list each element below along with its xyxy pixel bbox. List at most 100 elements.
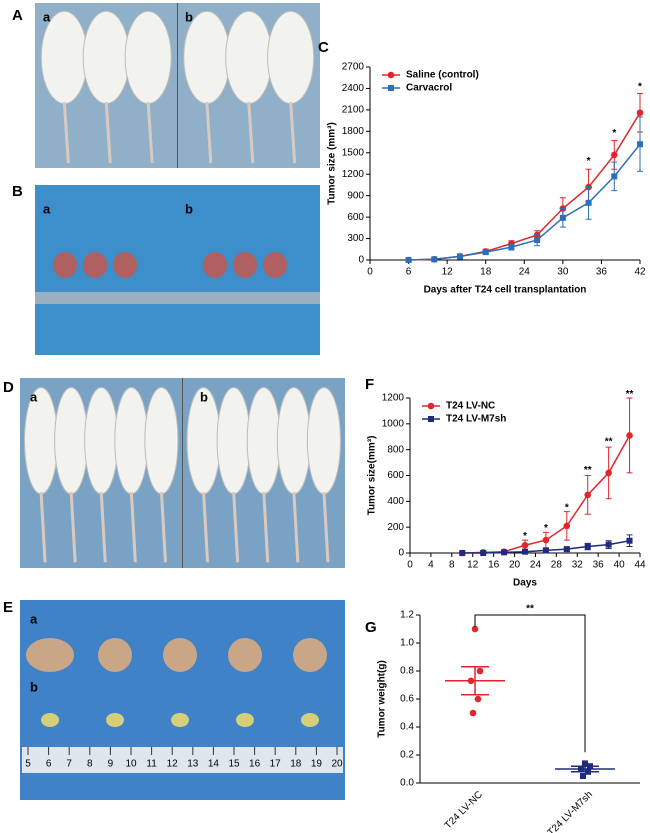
y-tick-label: 0.0 <box>400 778 414 789</box>
x-tick-label: 8 <box>449 560 455 571</box>
mouse <box>40 10 88 105</box>
mouse <box>114 387 149 495</box>
y-tick-label: 0 <box>358 255 364 266</box>
mouse <box>144 387 179 495</box>
x-tick-label: 12 <box>467 560 479 571</box>
x-tick-label: 18 <box>480 267 492 278</box>
point <box>542 547 549 554</box>
point <box>584 491 592 499</box>
series-line <box>408 143 641 261</box>
y-tick-label: 600 <box>387 470 404 481</box>
ruler-label: 14 <box>208 759 220 770</box>
ruler-label: 9 <box>108 759 114 770</box>
point <box>521 541 529 549</box>
tumor <box>26 638 74 672</box>
point <box>476 667 484 675</box>
x-axis-label: Days <box>513 578 537 589</box>
tumor <box>301 713 319 727</box>
significance: * <box>587 156 591 167</box>
point <box>508 244 515 251</box>
tumor <box>163 638 197 672</box>
legend-label: Carvacrol <box>406 83 452 94</box>
mouse <box>183 10 231 105</box>
sem-bar <box>461 666 489 696</box>
legend-label: Saline (control) <box>406 70 479 81</box>
point <box>605 541 612 548</box>
ruler-label: 11 <box>146 759 157 770</box>
ruler-label: 18 <box>290 759 302 770</box>
x-tick-label: 0 <box>367 267 373 278</box>
tumor <box>53 252 77 278</box>
x-tick-label: 32 <box>572 560 584 571</box>
mouse-tail <box>289 101 297 164</box>
point <box>469 709 477 717</box>
point <box>534 236 541 243</box>
x-tick-label: 28 <box>551 560 563 571</box>
x-tick-label: T24 LV-M7sh <box>546 789 595 833</box>
point <box>522 548 528 555</box>
panel-label: C <box>318 39 329 56</box>
tumor <box>236 713 254 727</box>
point <box>626 432 633 439</box>
panel-sublabel: a <box>43 201 51 216</box>
significance: ** <box>526 604 534 615</box>
y-tick-label: 900 <box>347 190 364 201</box>
x-tick-label: 12 <box>442 267 454 278</box>
ruler-label: 6 <box>46 759 52 770</box>
significance: * <box>612 128 616 139</box>
tumor <box>263 252 287 278</box>
panel-sublabel: b <box>200 389 208 404</box>
y-tick-label: 600 <box>347 212 364 223</box>
mouse <box>225 10 273 105</box>
tumor <box>83 252 107 278</box>
x-tick-label: 20 <box>509 560 521 571</box>
tumor <box>171 713 189 727</box>
ruler-label: 13 <box>187 759 199 770</box>
mouse-tail <box>99 491 107 563</box>
mouse <box>124 10 172 105</box>
y-tick-label: 2400 <box>342 83 365 94</box>
x-tick-label: 0 <box>407 560 413 571</box>
ruler <box>35 292 320 304</box>
mouse-tail <box>129 491 137 563</box>
mouse <box>276 387 311 495</box>
y-tick-label: 0.6 <box>400 694 414 705</box>
y-tick-label: 2100 <box>342 105 365 116</box>
y-tick-label: 1.2 <box>400 610 414 621</box>
ruler-label: 15 <box>228 759 240 770</box>
panel-label: F <box>365 376 374 393</box>
y-tick-label: 1800 <box>342 126 365 137</box>
tumor <box>228 638 262 672</box>
significance: ** <box>584 465 592 476</box>
x-tick-label: 30 <box>557 267 569 278</box>
ruler-label: 19 <box>311 759 323 770</box>
tumor <box>233 252 257 278</box>
x-tick-label: 24 <box>519 267 531 278</box>
y-tick-label: 1200 <box>382 393 405 404</box>
panel-label: A <box>12 7 23 24</box>
mouse <box>54 387 89 495</box>
y-tick-label: 1200 <box>342 169 365 180</box>
mouse <box>306 387 341 495</box>
significance: * <box>523 531 527 542</box>
tumor <box>203 252 227 278</box>
mouse <box>246 387 281 495</box>
ruler-label: 12 <box>167 759 179 770</box>
ruler-label: 8 <box>87 759 93 770</box>
x-axis-label: Days after T24 cell transplantation <box>424 285 587 296</box>
point <box>427 402 435 410</box>
point <box>626 537 633 544</box>
ruler-label: 20 <box>331 759 343 770</box>
tumor <box>41 713 59 727</box>
mouse <box>267 10 315 105</box>
point <box>428 416 434 422</box>
point <box>474 695 482 703</box>
sem-bar <box>571 765 599 773</box>
x-tick-label: 36 <box>593 560 605 571</box>
y-tick-label: 0.2 <box>400 750 414 761</box>
panel-sublabel: b <box>185 201 193 216</box>
x-tick-label: T24 LV-NC <box>443 789 485 831</box>
mouse-tail <box>159 491 167 563</box>
mouse-tail <box>232 491 240 563</box>
